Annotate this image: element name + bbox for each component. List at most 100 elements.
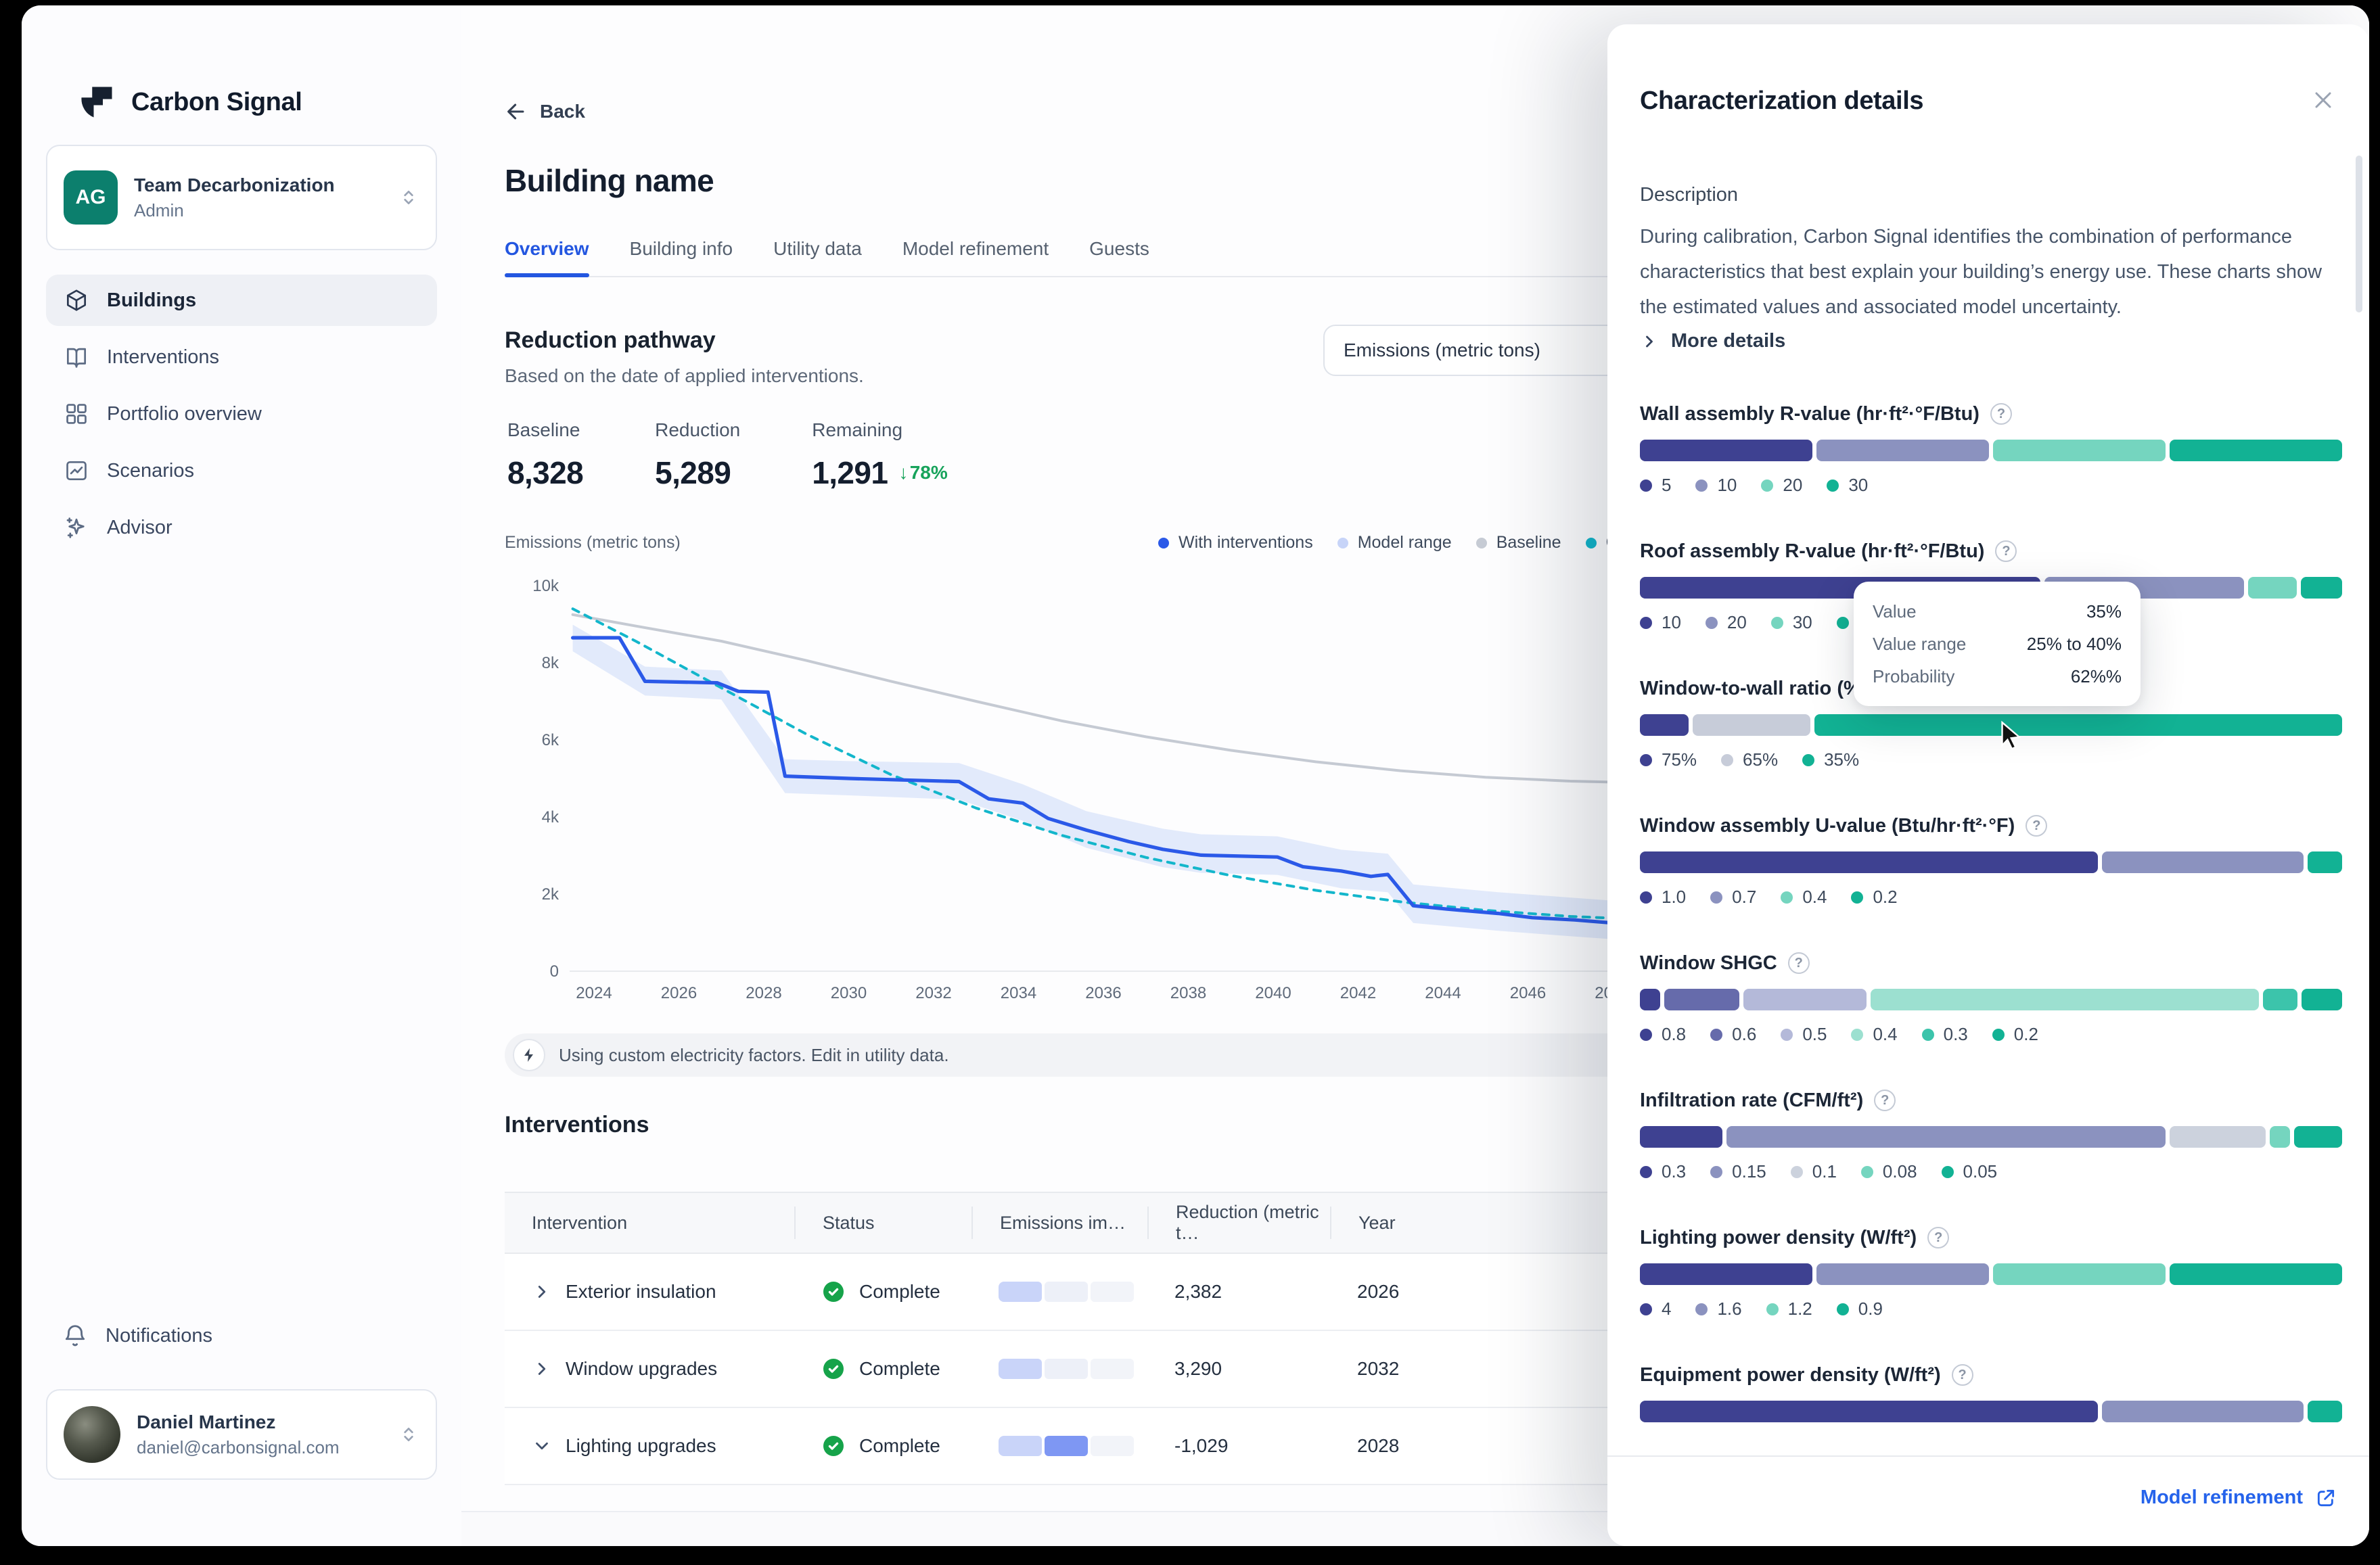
help-icon[interactable]: ? — [1927, 1227, 1950, 1248]
tab-model-refinement[interactable]: Model refinement — [902, 238, 1049, 259]
reduction-value: 3,290 — [1174, 1358, 1222, 1379]
tab-building-info[interactable]: Building info — [629, 238, 733, 259]
svg-text:2030: 2030 — [831, 984, 867, 1002]
panel-title: Characterization details — [1640, 87, 1924, 115]
legend-dot — [1640, 1028, 1652, 1041]
user-menu[interactable]: Daniel Martinez daniel@carbonsignal.com — [46, 1389, 437, 1480]
chevron-down-icon[interactable] — [532, 1436, 552, 1456]
distribution-bar[interactable] — [1640, 440, 2342, 461]
scrollbar-thumb[interactable] — [2356, 156, 2362, 312]
emissions-impact-bar — [999, 1282, 1134, 1302]
stat-label: Baseline — [507, 419, 580, 440]
svg-text:2040: 2040 — [1255, 984, 1291, 1002]
legend-dot — [1836, 1303, 1849, 1315]
column-header[interactable]: Year — [1330, 1207, 1533, 1239]
distribution-bar[interactable] — [1640, 851, 2343, 873]
legend-dot — [1941, 1165, 1954, 1178]
characteristic-block: Window assembly U-value (Btu/hr·ft²·°F)?… — [1640, 812, 2343, 908]
more-details-label: More details — [1671, 330, 1786, 352]
sidebar-item-portfolio-overview[interactable]: Portfolio overview — [46, 388, 437, 440]
team-switcher[interactable]: AG Team Decarbonization Admin — [46, 145, 437, 250]
emissions-impact-bar — [999, 1436, 1134, 1456]
legend-dot — [1860, 1165, 1873, 1178]
distribution-bar[interactable] — [1640, 1401, 2343, 1422]
sidebar-item-interventions[interactable]: Interventions — [46, 331, 437, 383]
legend-dot — [1710, 891, 1723, 904]
tab-utility-data[interactable]: Utility data — [773, 238, 862, 259]
legend-dot — [1695, 1303, 1708, 1315]
app-window: Carbon Signal AG Team Decarbonization Ad… — [22, 5, 2369, 1546]
column-header[interactable]: Status — [794, 1207, 971, 1239]
column-header[interactable]: Intervention — [532, 1212, 628, 1233]
sidebar-item-scenarios[interactable]: Scenarios — [46, 445, 437, 496]
chart-axis-label: Emissions (metric tons) — [505, 533, 681, 552]
panel-footer: Model refinement — [1607, 1455, 2369, 1546]
intervention-name: Exterior insulation — [566, 1281, 716, 1302]
help-icon[interactable]: ? — [2026, 815, 2048, 837]
stat-label: Remaining — [812, 419, 903, 440]
distribution-legend: 5 10 20 30 — [1640, 475, 2342, 496]
characteristic-title: Window SHGC — [1640, 952, 1777, 974]
table-row[interactable]: Exterior insulation Complete 2,382 2026 — [505, 1254, 1641, 1331]
stat-reduction: Reduction 5,289 — [655, 419, 740, 491]
characteristic-title: Infiltration rate (CFM/ft²) — [1640, 1089, 1864, 1111]
tab-guests[interactable]: Guests — [1089, 238, 1149, 259]
table-row[interactable]: Lighting upgrades Complete -1,029 2028 — [505, 1408, 1641, 1485]
column-header[interactable]: Emissions im… — [971, 1207, 1147, 1239]
legend-dot — [1781, 891, 1793, 904]
legend-dot — [1705, 616, 1718, 629]
help-icon[interactable]: ? — [1990, 403, 2012, 425]
characteristic-title: Wall assembly R-value (hr·ft²·°F/Btu) — [1640, 402, 1979, 425]
legend-dot — [1640, 753, 1652, 766]
tab-bar: Overview Building info Utility data Model r… — [505, 238, 1858, 277]
description-text: During calibration, Carbon Signal identi… — [1640, 226, 2322, 318]
distribution-bar[interactable] — [1640, 989, 2342, 1010]
sidebar-item-advisor[interactable]: Advisor — [46, 502, 437, 553]
notifications-button[interactable]: Notifications — [62, 1323, 212, 1349]
user-avatar — [64, 1406, 120, 1463]
characteristic-title: Window-to-wall ratio (%) — [1640, 677, 1868, 699]
characterization-panel: Characterization details Description Dur… — [1607, 24, 2369, 1546]
characteristic-block: Lighting power density (W/ft²)? 4 1.6 1.2 0.… — [1640, 1224, 2342, 1319]
chevron-right-icon — [1640, 332, 1659, 351]
chevron-right-icon[interactable] — [532, 1282, 552, 1302]
chevron-right-icon[interactable] — [532, 1359, 552, 1379]
legend-dot — [1721, 753, 1734, 766]
arrow-left-icon — [505, 100, 528, 123]
characteristics-list: Wall assembly R-value (hr·ft²·°F/Btu)? 5 1… — [1640, 400, 2343, 1464]
legend-dot — [1781, 1028, 1793, 1041]
back-button[interactable]: Back — [505, 100, 585, 123]
svg-text:6k: 6k — [542, 731, 559, 749]
reduction-value: 2,382 — [1174, 1281, 1222, 1302]
back-label: Back — [540, 101, 585, 122]
section-subtitle: Based on the date of applied interventio… — [505, 365, 864, 386]
page-title: Building name — [505, 163, 714, 198]
model-refinement-link[interactable]: Model refinement — [2141, 1487, 2337, 1509]
svg-text:2038: 2038 — [1170, 984, 1206, 1002]
svg-text:2028: 2028 — [746, 984, 781, 1002]
sidebar-item-label: Portfolio overview — [107, 402, 262, 425]
emissions-impact-bar — [999, 1359, 1134, 1379]
help-icon[interactable]: ? — [1951, 1364, 1973, 1386]
tab-overview[interactable]: Overview — [505, 238, 590, 277]
sidebar-item-label: Advisor — [107, 516, 173, 538]
chevron-up-down-icon — [398, 1424, 419, 1445]
stats-row: Baseline 8,328 Reduction 5,289 Remaining 1,29… — [507, 419, 948, 491]
legend-dot — [1790, 1165, 1803, 1178]
legend-item-with-interventions: With interventions — [1158, 533, 1313, 553]
description-label: Description — [1640, 184, 1739, 206]
table-row[interactable]: Window upgrades Complete 3,290 2032 — [505, 1331, 1641, 1408]
distribution-bar[interactable] — [1640, 714, 2342, 736]
unit-select[interactable]: Emissions (metric tons) — [1323, 325, 1634, 376]
help-icon[interactable]: ? — [1874, 1090, 1896, 1111]
help-icon[interactable]: ? — [1995, 540, 2017, 562]
unit-select-value: Emissions (metric tons) — [1344, 340, 1540, 360]
sidebar-item-buildings[interactable]: Buildings — [46, 275, 437, 326]
more-details-toggle[interactable]: More details — [1640, 330, 1785, 352]
column-header[interactable]: Reduction (metric t… — [1147, 1202, 1330, 1243]
distribution-bar[interactable] — [1640, 1126, 2342, 1148]
distribution-bar[interactable] — [1640, 1263, 2342, 1285]
close-icon[interactable] — [2310, 87, 2337, 114]
help-icon[interactable]: ? — [1787, 952, 1810, 974]
